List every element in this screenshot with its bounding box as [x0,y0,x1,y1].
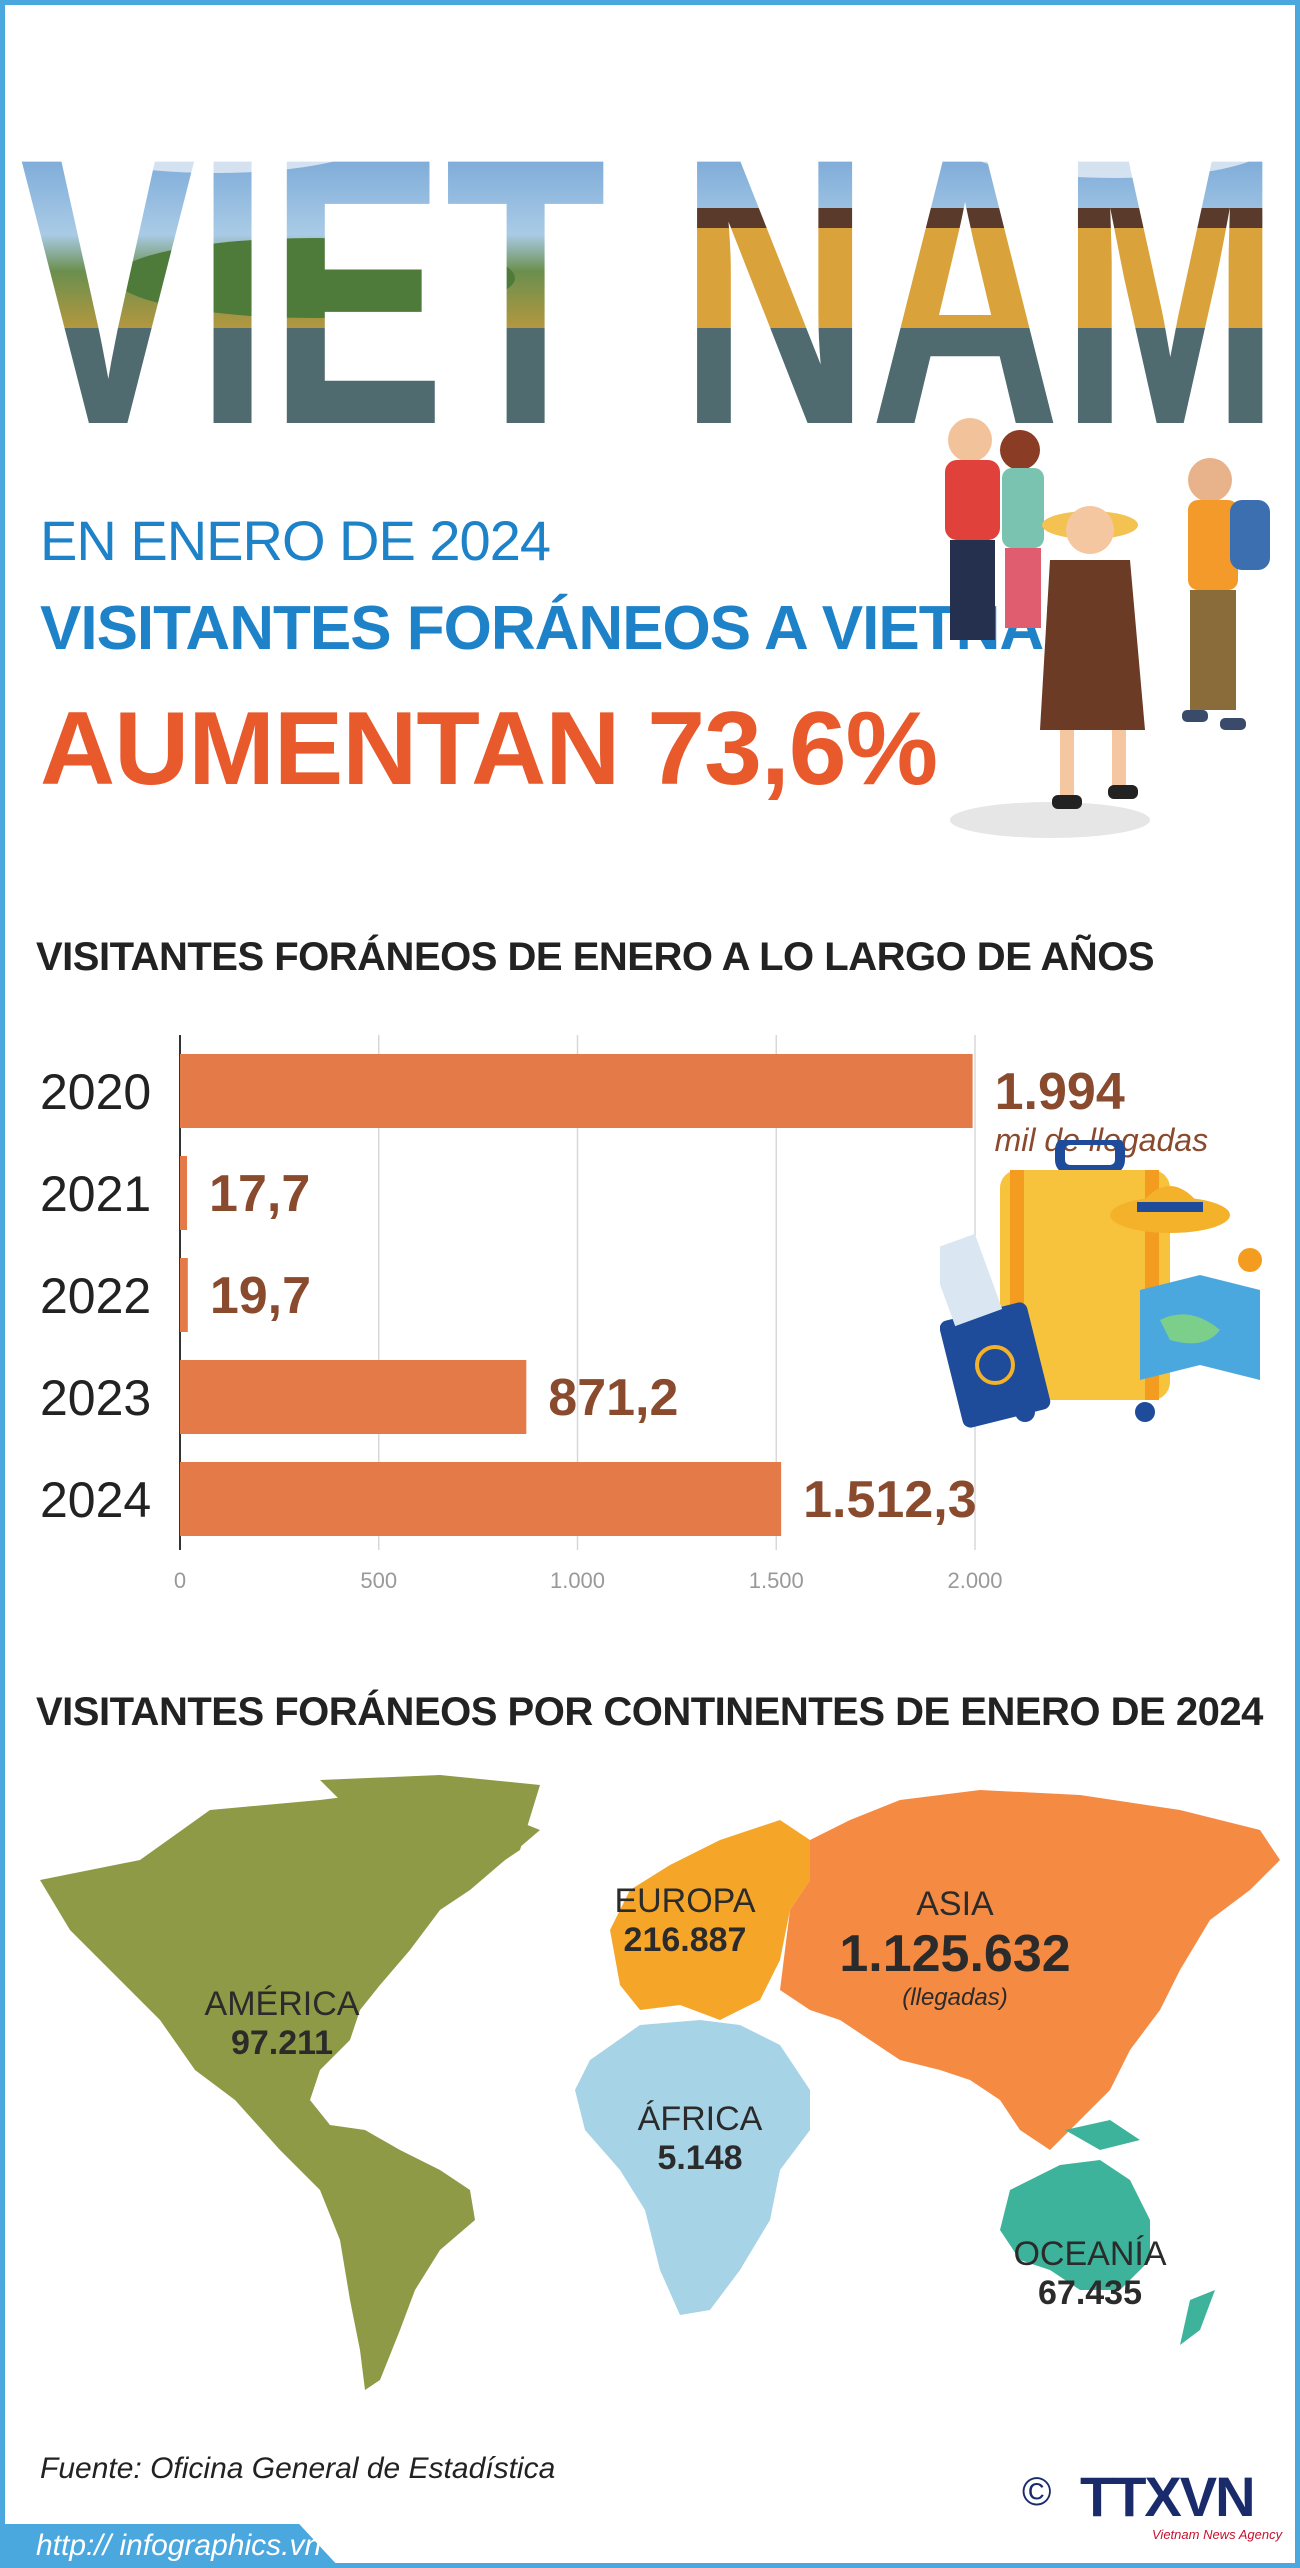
america-value: 97.211 [230,2024,334,2062]
label-asia: ASIA 1.125.632 (llegadas) [800,1885,1110,2012]
africa-name: ÁFRICA [637,2100,763,2138]
x-tick-label: 0 [174,1568,186,1593]
asia-name: ASIA [916,1885,994,1923]
oceania-name: OCEANÍA [1013,2235,1167,2273]
category-label: 2023 [40,1370,151,1426]
bar-2024 [180,1462,782,1536]
headline-main: VISITANTES FORÁNEOS A VIETNAM [40,594,1095,663]
value-label: 1.512,3 [803,1471,977,1529]
oceania-value: 67.435 [1038,2274,1142,2312]
copyright-symbol: © [1022,2470,1052,2514]
x-tick-label: 500 [360,1568,397,1593]
category-label: 2021 [40,1166,151,1222]
category-label: 2020 [40,1064,151,1120]
region-greenland [320,1775,540,1870]
bar-2020 [180,1054,973,1128]
hero-title: VIET NAM [15,68,1285,438]
europa-value: 216.887 [623,1921,747,1959]
category-label: 2024 [40,1472,151,1528]
region-africa [575,2020,810,2315]
label-europa: EUROPA 216.887 [600,1882,770,1960]
headline-growth: AUMENTAN 73,6% [40,691,938,807]
chart-title: VISITANTES FORÁNEOS DE ENERO A LO LARGO … [36,935,1155,979]
africa-value: 5.148 [657,2139,743,2177]
world-map [20,1770,1290,2420]
luggage-illustration [927,1135,1280,1430]
category-label: 2022 [40,1268,151,1324]
bar-2022 [180,1258,188,1332]
x-tick-label: 1.500 [749,1568,804,1593]
asia-value: 1.125.632 [839,1925,1071,1983]
map-title: VISITANTES FORÁNEOS POR CONTINENTES DE E… [36,1690,1263,1734]
bar-2023 [180,1360,527,1434]
logo-subtitle: Vietnam News Agency [1152,2527,1283,2542]
region-asia [780,1790,1280,2150]
value-label: 871,2 [548,1369,678,1427]
value-label: 17,7 [209,1165,310,1223]
travelers-illustration [890,400,1290,840]
asia-unit: (llegadas) [902,1984,1008,2011]
url-link[interactable]: http:// infographics.vn [36,2529,322,2562]
headline-date: EN ENERO DE 2024 [40,509,551,572]
value-label: 19,7 [210,1267,311,1325]
label-africa: ÁFRICA 5.148 [610,2100,790,2178]
x-tick-label: 2.000 [947,1568,1002,1593]
source-note: Fuente: Oficina General de Estadística [40,2452,556,2485]
region-oceania [1000,2160,1150,2290]
europa-name: EUROPA [614,1882,756,1920]
region-europa [610,1820,810,2020]
label-america: AMÉRICA 97.211 [182,1985,382,2063]
value-label: 1.994 [995,1063,1125,1121]
hero-title-text: VIET NAM [20,79,1280,438]
region-america [40,1790,540,2390]
america-name: AMÉRICA [204,1985,360,2023]
label-oceania: OCEANÍA 67.435 [1000,2235,1180,2313]
logo-ttxvn: TTXVN [1080,2465,1256,2528]
url-band [0,2524,340,2568]
bar-2021 [180,1156,188,1230]
x-tick-label: 1.000 [550,1568,605,1593]
